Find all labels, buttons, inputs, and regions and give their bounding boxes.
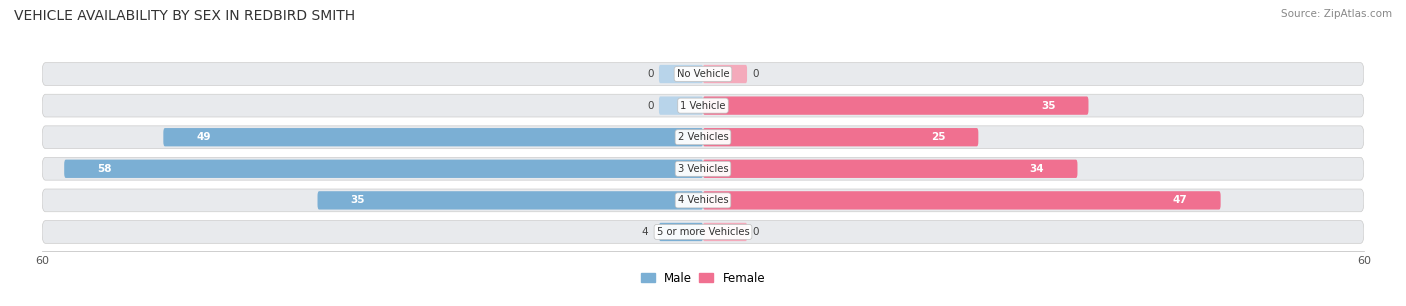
Text: 0: 0	[752, 69, 759, 79]
Text: Source: ZipAtlas.com: Source: ZipAtlas.com	[1281, 9, 1392, 19]
FancyBboxPatch shape	[318, 191, 703, 210]
Text: 34: 34	[1029, 164, 1045, 174]
Text: 1 Vehicle: 1 Vehicle	[681, 101, 725, 111]
Text: 0: 0	[647, 101, 654, 111]
Text: No Vehicle: No Vehicle	[676, 69, 730, 79]
Text: 35: 35	[1040, 101, 1056, 111]
FancyBboxPatch shape	[42, 189, 1364, 212]
Text: 47: 47	[1173, 195, 1188, 205]
FancyBboxPatch shape	[65, 160, 703, 178]
FancyBboxPatch shape	[42, 221, 1364, 243]
FancyBboxPatch shape	[42, 63, 1364, 85]
Text: 4 Vehicles: 4 Vehicles	[678, 195, 728, 205]
Text: 4: 4	[641, 227, 648, 237]
FancyBboxPatch shape	[703, 223, 747, 241]
Text: 35: 35	[350, 195, 366, 205]
Text: 0: 0	[752, 227, 759, 237]
FancyBboxPatch shape	[163, 128, 703, 146]
Legend: Male, Female: Male, Female	[637, 268, 769, 288]
Text: 0: 0	[647, 69, 654, 79]
FancyBboxPatch shape	[703, 128, 979, 146]
FancyBboxPatch shape	[42, 157, 1364, 180]
FancyBboxPatch shape	[703, 96, 1088, 115]
FancyBboxPatch shape	[703, 65, 747, 83]
Text: 25: 25	[931, 132, 945, 142]
FancyBboxPatch shape	[659, 223, 703, 241]
FancyBboxPatch shape	[703, 160, 1077, 178]
Text: 3 Vehicles: 3 Vehicles	[678, 164, 728, 174]
FancyBboxPatch shape	[42, 94, 1364, 117]
Text: 49: 49	[197, 132, 211, 142]
FancyBboxPatch shape	[659, 65, 703, 83]
FancyBboxPatch shape	[703, 191, 1220, 210]
FancyBboxPatch shape	[659, 96, 703, 115]
Text: 58: 58	[97, 164, 111, 174]
FancyBboxPatch shape	[42, 126, 1364, 149]
Text: 2 Vehicles: 2 Vehicles	[678, 132, 728, 142]
Text: VEHICLE AVAILABILITY BY SEX IN REDBIRD SMITH: VEHICLE AVAILABILITY BY SEX IN REDBIRD S…	[14, 9, 356, 23]
Text: 5 or more Vehicles: 5 or more Vehicles	[657, 227, 749, 237]
